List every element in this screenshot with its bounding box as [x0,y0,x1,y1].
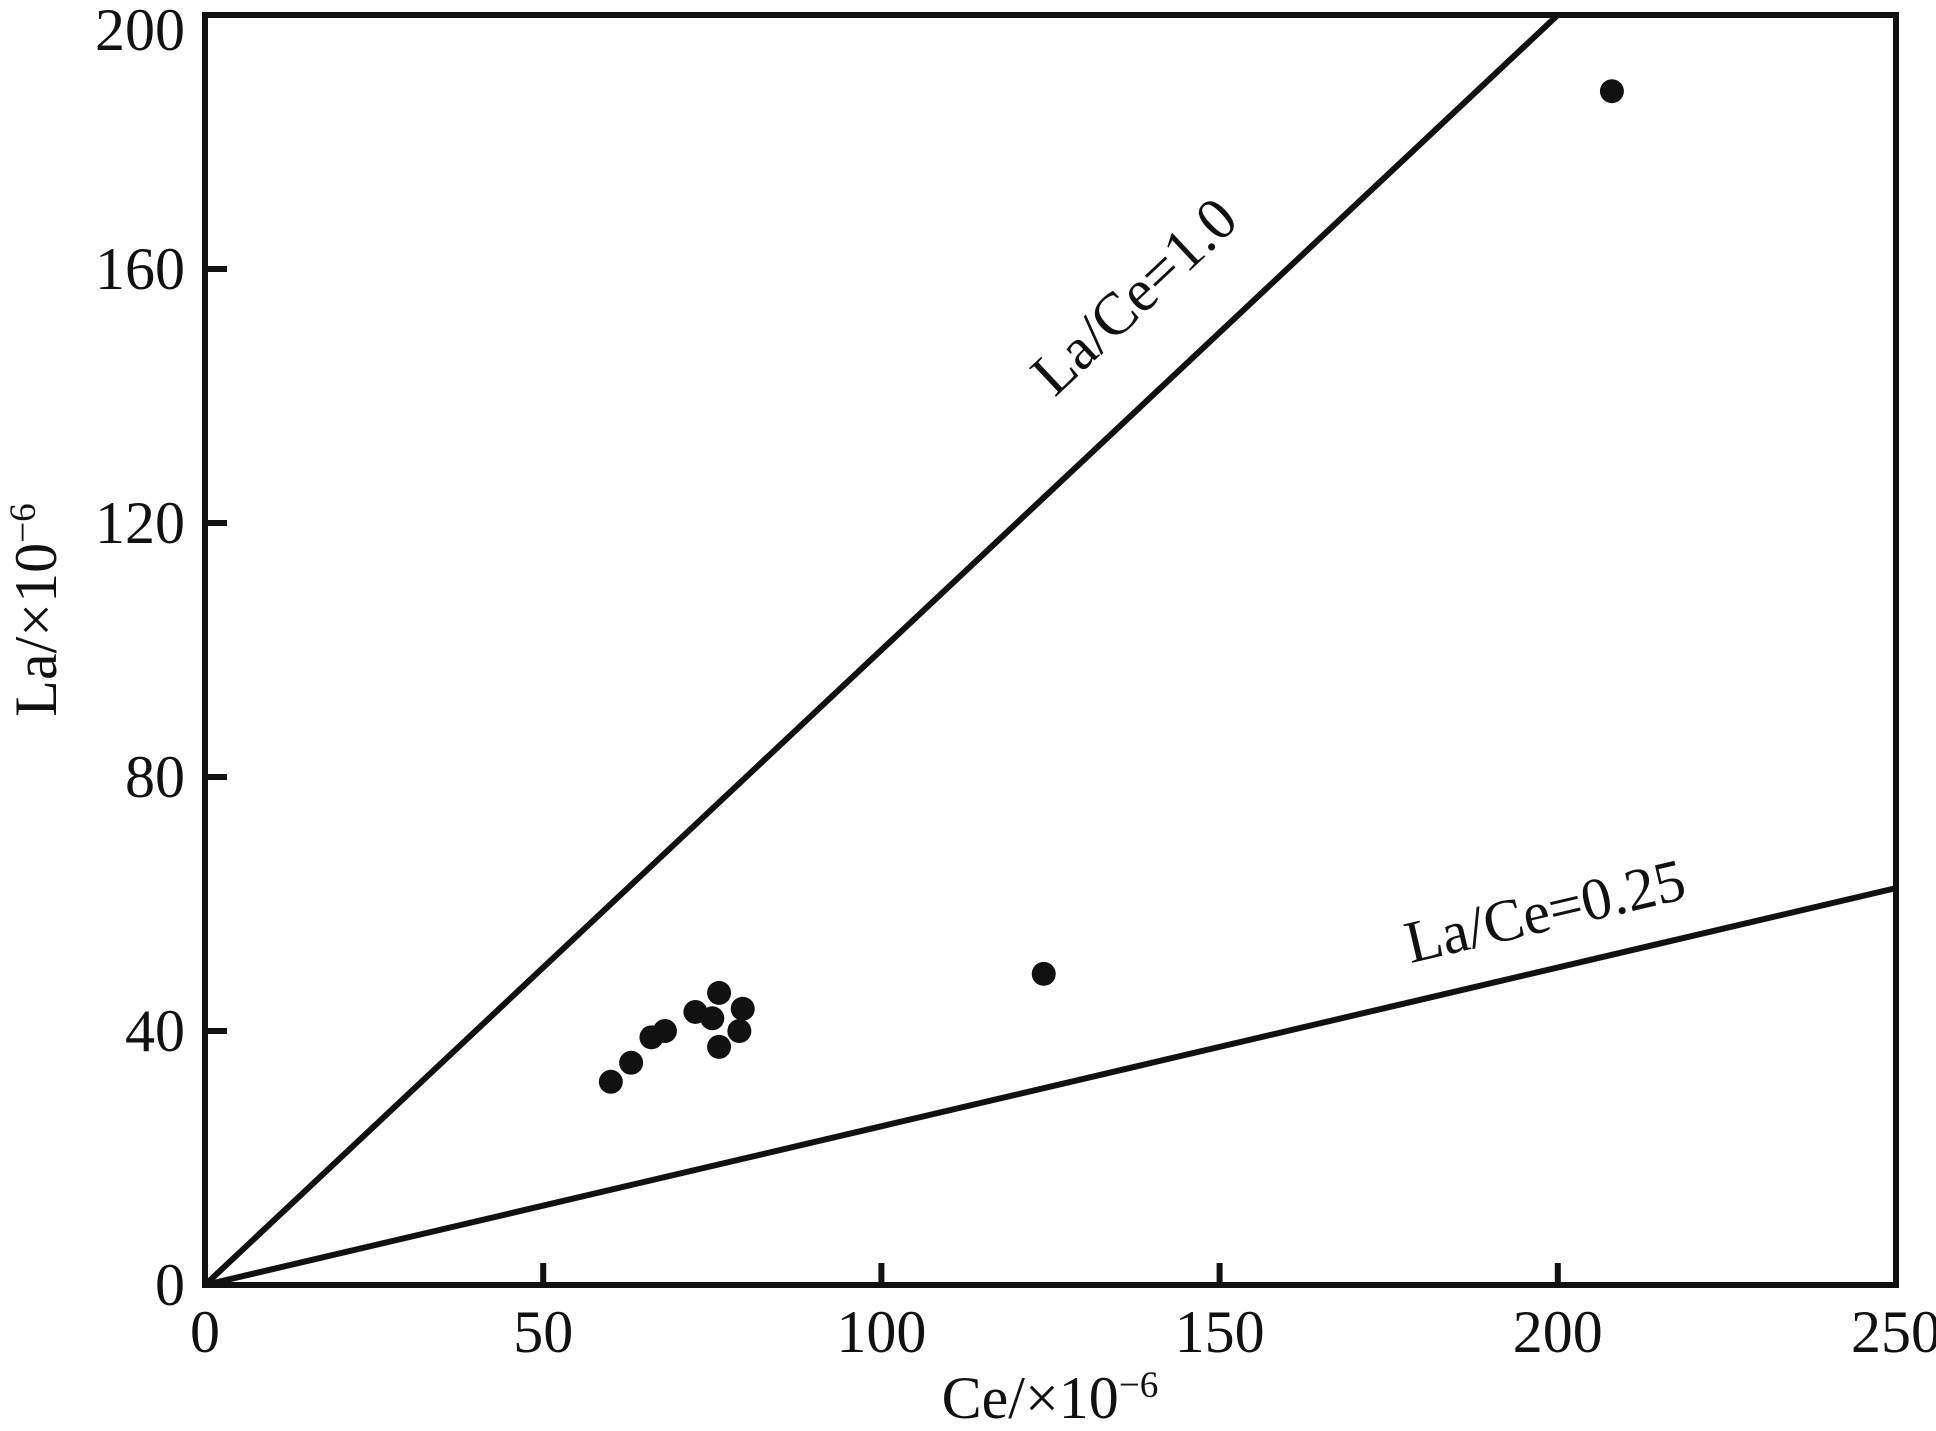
y-axis-title: La/×10−6 [3,503,69,717]
plot-border [202,12,1899,1288]
x-tick-label: 0 [190,1299,220,1365]
x-tick-label: 250 [1851,1299,1936,1365]
data-point [730,996,755,1021]
x-tick-label: 200 [1512,1299,1603,1365]
data-point [598,1069,623,1094]
x-tick-label: 50 [513,1299,574,1365]
data-point [707,980,732,1005]
x-axis-title: Ce/×10−6 [941,1365,1159,1431]
data-point [652,1019,677,1043]
x-axis-title-text: Ce/×10 [941,1365,1119,1431]
ref-line [202,12,1560,1288]
y-tick-label: 0 [155,1252,185,1318]
data-point [1031,961,1056,986]
y-tick-label: 200 [95,0,185,63]
y-tick-label: 40 [125,998,185,1064]
y-tick-label: 80 [125,744,185,810]
ref-line [204,885,1897,1288]
y-axis-title-text: La/×10 [3,542,69,717]
x-tick-label: 100 [836,1299,927,1365]
data-point [1599,79,1624,104]
data-point [727,1019,752,1043]
x-axis-title-superscript: −6 [1118,1365,1159,1406]
x-tick-label: 150 [1174,1299,1265,1365]
data-point [707,1034,732,1059]
y-tick-label: 120 [95,490,185,556]
y-axis-title-superscript: −6 [3,503,44,543]
data-point [619,1050,644,1075]
data-point [700,1006,725,1031]
y-tick-label: 160 [95,236,185,302]
